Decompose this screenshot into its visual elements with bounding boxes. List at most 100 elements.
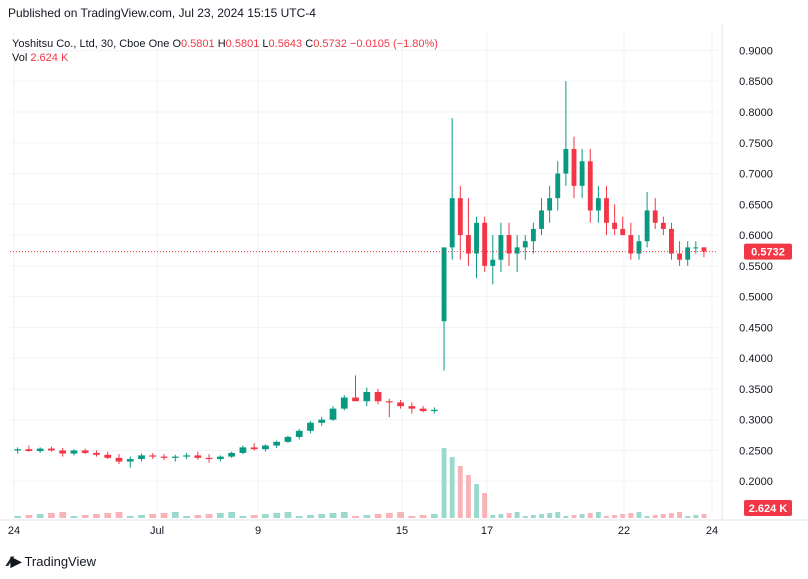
volume-bar bbox=[228, 512, 236, 518]
volume-bar bbox=[160, 513, 168, 518]
volume-bar bbox=[149, 514, 157, 518]
candle-body bbox=[374, 392, 382, 402]
volume-bar bbox=[363, 515, 371, 518]
candle-body bbox=[555, 173, 561, 199]
candle-body bbox=[408, 406, 416, 409]
volume-bar bbox=[307, 515, 314, 518]
volume-bar bbox=[482, 493, 488, 518]
candle-body bbox=[397, 402, 404, 407]
volume-bar bbox=[171, 512, 179, 518]
candle-body bbox=[571, 148, 577, 186]
candle-body bbox=[660, 222, 666, 229]
candle-body bbox=[59, 450, 67, 454]
volume-bar bbox=[239, 516, 247, 518]
volume-bar bbox=[701, 514, 707, 518]
candle-body bbox=[522, 241, 528, 248]
volume-bar bbox=[506, 513, 512, 518]
volume-bar bbox=[620, 514, 626, 518]
candle-body bbox=[183, 455, 190, 457]
candle-body bbox=[295, 430, 303, 437]
volume-bar bbox=[652, 515, 658, 518]
volume-bar bbox=[59, 512, 67, 518]
volume-value: 2.624 K bbox=[30, 52, 69, 64]
candle-body bbox=[104, 454, 112, 458]
volume-bar bbox=[14, 516, 22, 518]
volume-bar bbox=[449, 457, 455, 518]
last-price-badge bbox=[744, 243, 792, 260]
volume-bar bbox=[329, 513, 337, 518]
footer-brand[interactable]: ⁄⁄▶ TradingView bbox=[8, 553, 96, 570]
candle-body bbox=[563, 148, 569, 174]
candle-body bbox=[138, 455, 145, 460]
open-value: 0.5801 bbox=[181, 38, 215, 50]
candle-body bbox=[604, 198, 609, 223]
low-label: L bbox=[262, 38, 269, 50]
y-tick-label: 0.3500 bbox=[739, 384, 773, 396]
candle-body bbox=[506, 235, 512, 254]
volume-bar bbox=[441, 448, 447, 518]
candle-body bbox=[457, 198, 463, 236]
candle-body bbox=[644, 210, 650, 242]
candle-body bbox=[14, 449, 22, 451]
volume-bar bbox=[579, 514, 585, 518]
volume-bar bbox=[25, 515, 33, 518]
y-tick-label: 0.9000 bbox=[739, 45, 773, 57]
candle-body bbox=[587, 161, 593, 211]
volume-bar bbox=[262, 514, 269, 518]
y-tick-label: 0.5000 bbox=[739, 292, 773, 304]
volume-badge-label: 2.624 K bbox=[749, 503, 788, 515]
volume-bar bbox=[474, 484, 479, 518]
volume-bar bbox=[284, 512, 292, 518]
candle-body bbox=[612, 222, 618, 229]
volume-bar bbox=[70, 516, 78, 518]
low-value: 0.5643 bbox=[268, 38, 303, 50]
volume-bar bbox=[587, 513, 593, 518]
volume-bar bbox=[36, 514, 44, 518]
volume-bar bbox=[115, 512, 123, 518]
volume-legend: Vol 2.624 K bbox=[12, 52, 68, 64]
candle-body bbox=[171, 456, 179, 458]
volume-bar bbox=[604, 516, 609, 518]
volume-bar bbox=[93, 514, 100, 518]
candle-body bbox=[70, 450, 78, 454]
candle-body bbox=[636, 241, 642, 254]
candle-body bbox=[126, 459, 134, 462]
y-tick-label: 0.8000 bbox=[739, 107, 773, 119]
candle-body bbox=[430, 409, 438, 412]
chart-area[interactable]: 0.9000 0.8500 0.8000 0.7500 0.7000 0.6500 0.60… bbox=[0, 24, 808, 544]
high-label: H bbox=[217, 38, 226, 50]
close-value: 0.5732 bbox=[313, 38, 347, 50]
high-value: 0.5801 bbox=[225, 38, 260, 50]
volume-bar bbox=[340, 512, 348, 518]
candle-body bbox=[474, 222, 479, 254]
candle-body bbox=[239, 447, 247, 453]
candle-body bbox=[363, 392, 371, 402]
volume-bar bbox=[385, 513, 393, 518]
x-tick-label: 15 bbox=[396, 525, 408, 537]
volume-bar bbox=[563, 516, 569, 518]
y-tick-label: 0.4000 bbox=[739, 353, 773, 365]
volume-bar bbox=[216, 513, 224, 518]
tradingview-logo-icon: ⁄⁄▶ bbox=[8, 553, 21, 569]
open-label: O bbox=[172, 38, 181, 50]
candle-body bbox=[465, 235, 471, 254]
candle-body bbox=[652, 210, 658, 223]
x-tick-label: 24 bbox=[706, 525, 718, 537]
candle-body bbox=[449, 198, 455, 248]
y-tick-label: 0.6000 bbox=[739, 230, 773, 242]
volume-bar bbox=[318, 514, 326, 518]
candle-body bbox=[419, 408, 427, 412]
volume-bar bbox=[685, 516, 691, 518]
volume-bar bbox=[183, 516, 190, 518]
candle-body bbox=[273, 441, 281, 446]
y-tick-label: 0.7000 bbox=[739, 169, 773, 181]
volume-bar bbox=[273, 513, 281, 518]
y-tick-label: 0.4500 bbox=[739, 322, 773, 334]
candle-body bbox=[93, 452, 100, 455]
volume-bar bbox=[514, 512, 520, 518]
candle-body bbox=[250, 447, 258, 450]
candlestick-chart[interactable]: 0.9000 0.8500 0.8000 0.7500 0.7000 0.6500 0.60… bbox=[0, 24, 808, 544]
candle-body bbox=[539, 210, 544, 229]
candle-body bbox=[216, 456, 224, 460]
candle-body bbox=[160, 456, 168, 458]
